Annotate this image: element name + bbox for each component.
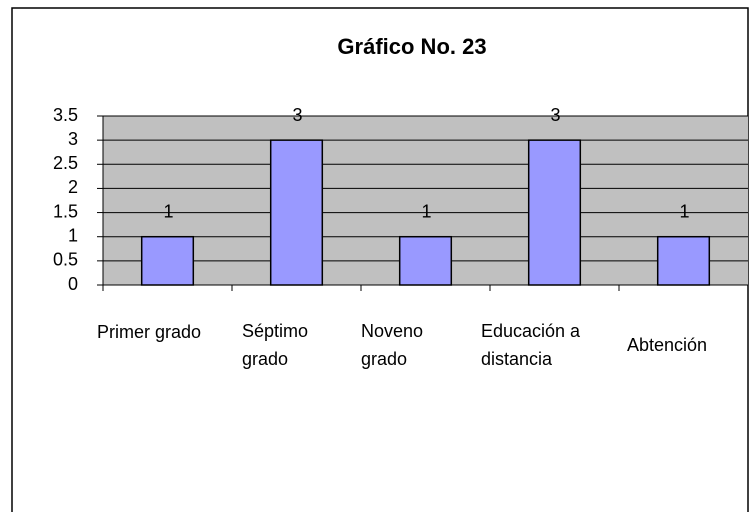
y-tick-label: 1 [68,225,78,245]
bar [269,139,324,286]
x-tick-label: Abtención [627,335,708,355]
y-tick-label: 1.5 [53,201,78,221]
value-label: 1 [421,201,431,221]
x-tick-label: Primer grado [97,322,202,342]
value-label: 3 [292,105,302,125]
y-tick-label: 2.5 [53,153,78,173]
bar [656,235,711,286]
value-label: 1 [163,201,173,221]
x-tick-label: Educación a distancia [481,321,581,369]
y-tick-label: 0 [68,274,78,294]
bar [398,235,453,286]
y-tick-label: 3 [68,129,78,149]
bar [140,235,195,286]
value-label: 3 [550,105,560,125]
x-tick-label: Noveno grado [361,321,424,369]
bar [527,139,582,286]
value-label: 1 [679,201,689,221]
y-tick-label: 3.5 [53,105,78,125]
x-tick-label: Séptimo grado [242,321,309,369]
chart-title: Gráfico No. 23 [337,34,486,59]
y-tick-label: 0.5 [53,250,78,270]
y-tick-label: 2 [68,177,78,197]
